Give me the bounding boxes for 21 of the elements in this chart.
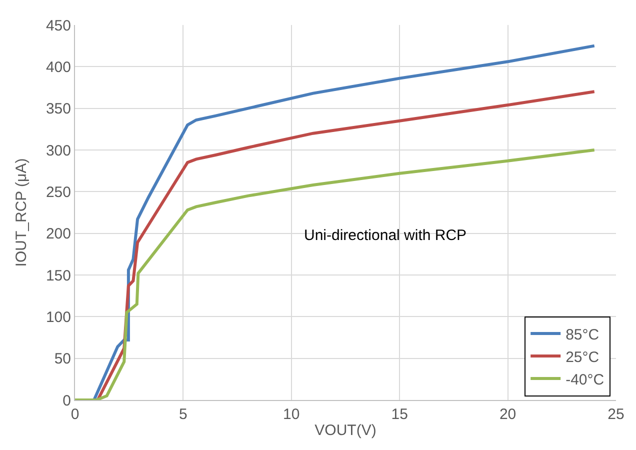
x-tick-label: 5 <box>179 406 188 423</box>
x-tick-label: 10 <box>283 406 300 423</box>
y-tick-label: 450 <box>46 17 71 34</box>
y-tick-label: 50 <box>54 350 71 368</box>
x-tick-label: 25 <box>608 406 624 423</box>
y-tick-label: 350 <box>46 100 71 118</box>
x-tick-label: 15 <box>391 406 408 423</box>
y-tick-label: 100 <box>46 308 71 326</box>
y-axis-title: IOUT_RCP (μA) <box>13 158 30 267</box>
legend-label: -40°C <box>566 371 604 388</box>
y-tick-label: 150 <box>46 267 71 284</box>
x-tick-label: 20 <box>499 406 516 423</box>
legend-label: 25°C <box>566 348 600 366</box>
x-axis-title: VOUT(V) <box>314 422 376 439</box>
y-tick-label: 0 <box>62 392 71 410</box>
y-tick-label: 250 <box>46 184 71 201</box>
y-tick-label: 200 <box>46 226 71 243</box>
y-tick-label: 400 <box>46 58 71 76</box>
annotation: Uni-directional with RCP <box>304 227 467 244</box>
y-tick-label: 300 <box>46 142 71 160</box>
legend-label: 85°C <box>566 326 600 344</box>
